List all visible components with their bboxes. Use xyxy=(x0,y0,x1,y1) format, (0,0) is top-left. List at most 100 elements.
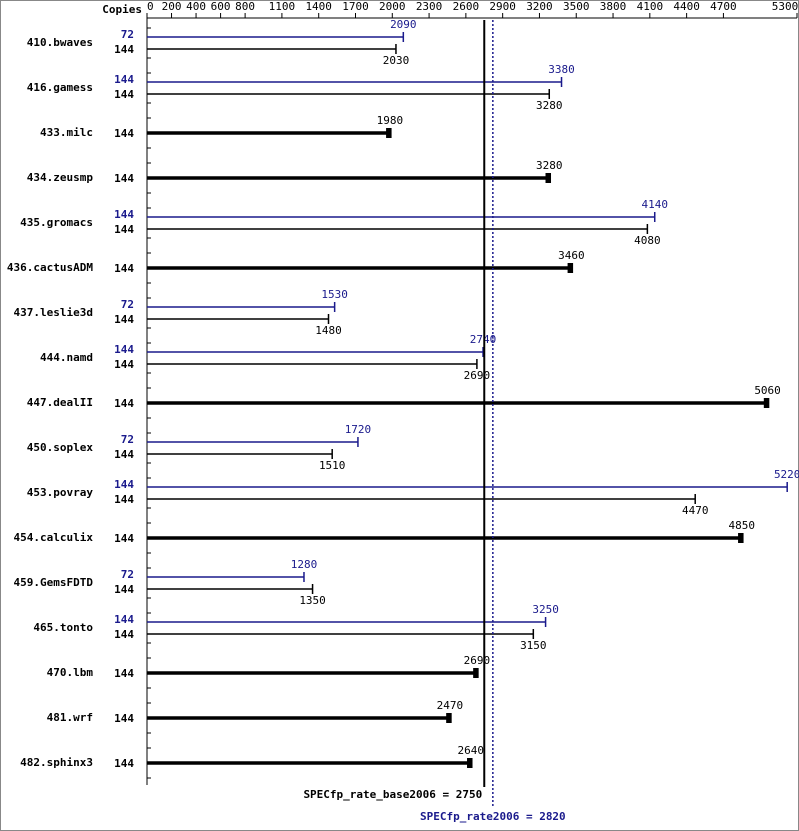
x-tick-label: 1100 xyxy=(269,0,296,13)
copies-label: 144 xyxy=(114,223,134,236)
copies-label: 144 xyxy=(114,88,134,101)
copies-label: 144 xyxy=(114,448,134,461)
category-label: 437.leslie3d xyxy=(14,306,93,319)
category-label: 481.wrf xyxy=(47,711,93,724)
x-tick-label: 2600 xyxy=(453,0,480,13)
category-label: 465.tonto xyxy=(33,621,93,634)
bar xyxy=(147,173,552,183)
copies-label: 144 xyxy=(114,757,134,770)
copies-label: 144 xyxy=(114,43,134,56)
x-tick-label: 4100 xyxy=(637,0,664,13)
bar xyxy=(147,629,535,639)
bar xyxy=(147,617,547,627)
reference-label: SPECfp_rate_base2006 = 2750 xyxy=(303,788,482,801)
reference-label: SPECfp_rate2006 = 2820 xyxy=(420,810,566,823)
category-label: 470.lbm xyxy=(47,666,94,679)
copies-label: 144 xyxy=(114,712,134,725)
bar xyxy=(147,32,405,42)
value-label: 1280 xyxy=(291,558,318,571)
copies-label: 144 xyxy=(114,343,134,356)
bar xyxy=(147,533,744,543)
value-label: 2740 xyxy=(470,333,497,346)
copies-label: 72 xyxy=(121,28,134,41)
value-label: 2090 xyxy=(390,18,417,31)
value-label: 3280 xyxy=(536,159,563,172)
x-tick-label: 1700 xyxy=(342,0,369,13)
x-tick-label: 3200 xyxy=(526,0,553,13)
value-label: 1350 xyxy=(299,594,326,607)
x-tick-label: 3800 xyxy=(600,0,627,13)
copies-label: 144 xyxy=(114,127,134,140)
category-label: 459.GemsFDTD xyxy=(14,576,94,589)
bar xyxy=(147,437,359,447)
bar xyxy=(147,758,473,768)
copies-label: 144 xyxy=(114,583,134,596)
category-label: 435.gromacs xyxy=(20,216,93,229)
x-tick-label: 1400 xyxy=(305,0,332,13)
bar xyxy=(147,263,574,273)
x-tick-label: 800 xyxy=(235,0,255,13)
value-label: 3460 xyxy=(558,249,585,262)
value-label: 1980 xyxy=(377,114,404,127)
category-label: 436.cactusADM xyxy=(7,261,93,274)
x-tick-label: 200 xyxy=(162,0,182,13)
bar xyxy=(147,398,770,408)
copies-label: 144 xyxy=(114,313,134,326)
bar xyxy=(147,572,305,582)
category-label: 416.gamess xyxy=(27,81,93,94)
value-label: 4080 xyxy=(634,234,661,247)
category-label: 454.calculix xyxy=(14,531,94,544)
category-label: 482.sphinx3 xyxy=(20,756,93,769)
x-tick-label: 4700 xyxy=(710,0,737,13)
copies-label: 72 xyxy=(121,568,134,581)
x-tick-label: 600 xyxy=(211,0,231,13)
x-tick-label: 4400 xyxy=(673,0,700,13)
bar xyxy=(147,359,478,369)
value-label: 2470 xyxy=(437,699,464,712)
x-tick-label: 2300 xyxy=(416,0,443,13)
copies-label: 144 xyxy=(114,613,134,626)
bar xyxy=(147,89,551,99)
bar xyxy=(147,224,649,234)
value-label: 3380 xyxy=(548,63,575,76)
x-tick-label: 0 xyxy=(147,0,154,13)
x-tick-label: 3500 xyxy=(563,0,590,13)
value-label: 4470 xyxy=(682,504,709,517)
value-label: 2690 xyxy=(464,369,491,382)
x-tick-label: 400 xyxy=(186,0,206,13)
category-label: 453.povray xyxy=(27,486,94,499)
bar xyxy=(147,584,314,594)
category-label: 410.bwaves xyxy=(27,36,93,49)
bar xyxy=(147,314,330,324)
bar xyxy=(147,713,452,723)
bar xyxy=(147,668,479,678)
bar xyxy=(147,44,397,54)
category-label: 433.milc xyxy=(40,126,93,139)
bar xyxy=(147,494,696,504)
value-label: 1720 xyxy=(345,423,372,436)
value-label: 2030 xyxy=(383,54,410,67)
value-label: 3280 xyxy=(536,99,563,112)
category-label: 444.namd xyxy=(40,351,93,364)
value-label: 3250 xyxy=(532,603,559,616)
copies-label: 144 xyxy=(114,493,134,506)
value-label: 3150 xyxy=(520,639,547,652)
value-label: 4140 xyxy=(641,198,668,211)
copies-label: 72 xyxy=(121,298,134,311)
category-label: 447.dealII xyxy=(27,396,93,409)
value-label: 5060 xyxy=(754,384,781,397)
copies-label: 144 xyxy=(114,208,134,221)
bar xyxy=(147,302,336,312)
value-label: 1510 xyxy=(319,459,346,472)
bar xyxy=(147,128,392,138)
copies-label: 144 xyxy=(114,478,134,491)
value-label: 2690 xyxy=(464,654,491,667)
copies-header: Copies xyxy=(102,3,142,16)
copies-label: 144 xyxy=(114,73,134,86)
bar xyxy=(147,482,788,492)
value-label: 1480 xyxy=(315,324,342,337)
bar xyxy=(147,212,656,222)
x-tick-label: 2900 xyxy=(489,0,516,13)
